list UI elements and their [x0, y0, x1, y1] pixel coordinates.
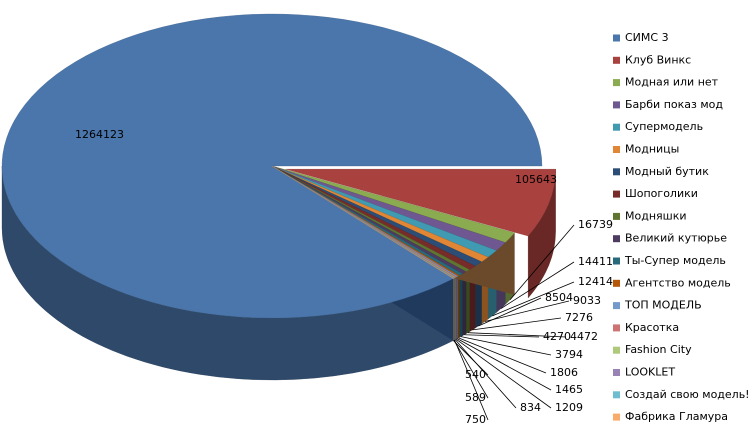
slice-side [457, 275, 460, 339]
legend-label: Создай свою модель! [625, 388, 750, 401]
legend-label: Модная или нет [625, 76, 719, 89]
data-label: 540 [465, 368, 486, 381]
leader-line [453, 340, 489, 399]
data-label: 589 [465, 391, 486, 404]
slice [285, 169, 556, 237]
leader-line [484, 300, 570, 322]
legend-label: Шопоголики [625, 187, 698, 200]
legend-label: СИМС 3 [625, 31, 669, 44]
data-label: 834 [520, 401, 541, 414]
legend-label: LOOKLET [625, 366, 675, 379]
data-label: 1264123 [75, 128, 124, 141]
legend-swatch [613, 413, 620, 421]
data-label: 105643 [515, 173, 557, 186]
data-label: 750 [465, 413, 486, 426]
legend-swatch [613, 56, 620, 64]
data-label: 1465 [555, 383, 583, 396]
legend-swatch [613, 346, 620, 354]
legend-label: Супермодель [625, 120, 703, 133]
data-label: 7276 [565, 311, 593, 324]
data-label: 12414 [578, 275, 613, 288]
legend-swatch [613, 235, 620, 243]
legend-label: Ты-Супер модель [624, 254, 726, 267]
leader-line [455, 338, 552, 409]
legend-swatch [613, 257, 620, 265]
leader-line [460, 336, 552, 356]
legend-label: Клуб Винкс [625, 53, 691, 66]
legend-label: Модняшки [625, 209, 687, 222]
leader-line [492, 281, 575, 317]
data-label: 4472 [570, 330, 598, 343]
legend-label: Красотка [625, 321, 679, 334]
leader-line [500, 261, 575, 309]
legend-swatch [613, 146, 620, 153]
leader-line [458, 337, 547, 374]
leader-line [509, 224, 575, 300]
data-label: 3794 [555, 348, 583, 361]
legend-swatch [613, 302, 620, 310]
legend-swatch [613, 279, 620, 287]
legend-label: Великий кутюрье [625, 232, 727, 245]
leader-line [454, 339, 489, 421]
legend-label: Модный бутик [625, 165, 709, 178]
legend-swatch [613, 79, 620, 87]
leader-line [456, 338, 552, 391]
leader-line [478, 297, 542, 327]
legend-label: Фабрика Гламура [625, 410, 728, 423]
data-label: 14411 [578, 255, 613, 268]
slice [271, 165, 454, 279]
legend-swatch [613, 168, 620, 176]
legend-swatch [613, 34, 620, 42]
legend-swatch [613, 391, 620, 399]
legend-label: Агентство модель [625, 276, 731, 289]
legend-swatch [613, 101, 620, 109]
data-label: 1806 [550, 366, 578, 379]
legend-swatch [613, 190, 620, 198]
slice-side [455, 276, 457, 340]
leader-line [472, 317, 562, 331]
legend-swatch [613, 123, 620, 131]
data-label: 8504 [545, 291, 573, 304]
data-label: 9033 [573, 294, 601, 307]
data-label: 1209 [555, 401, 583, 414]
legend-label: ТОП МОДЕЛЬ [624, 299, 702, 312]
legend-label: Fashion City [625, 343, 692, 356]
leader-line [464, 334, 540, 338]
slice-side [459, 273, 463, 338]
data-label: 4270 [543, 330, 571, 343]
slice-side [456, 276, 458, 340]
legend-swatch [613, 324, 620, 332]
slice-side [462, 271, 467, 336]
data-label: 16739 [578, 218, 613, 231]
legend-swatch [613, 369, 620, 376]
legend-label: Барби показ мод [625, 98, 723, 111]
leader-line [454, 339, 517, 409]
legend-swatch [613, 212, 620, 220]
leader-line [453, 340, 489, 376]
leader-line [467, 332, 567, 338]
legend-label: Модницы [625, 143, 679, 156]
